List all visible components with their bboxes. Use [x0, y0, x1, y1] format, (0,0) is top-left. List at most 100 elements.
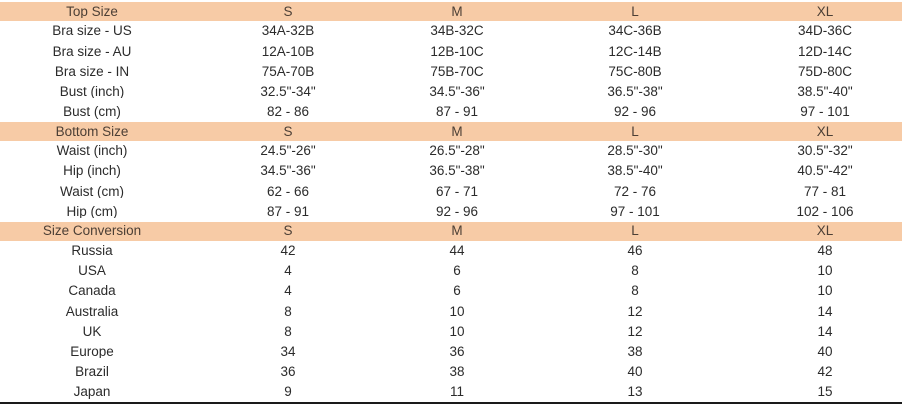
row-label: Europe	[70, 344, 114, 359]
column-header-l: L	[631, 224, 639, 238]
size-chart-table: Top Size S M L XL Bra size - US 34A-32B 34B-32C…	[0, 2, 902, 405]
column-header-m: M	[451, 224, 463, 238]
cell-value: 34B-32C	[430, 24, 484, 38]
cell-value: 92 - 96	[613, 105, 657, 119]
table-row: Canada 4 6 8 10	[0, 281, 902, 301]
row-label: UK	[82, 324, 102, 339]
cell-value: 48	[817, 244, 833, 258]
cell-value: 28.5"-30"	[607, 144, 663, 158]
row-label: Waist (cm)	[60, 184, 124, 199]
cell-value: 44	[449, 244, 465, 258]
cell-value: 36	[280, 365, 296, 379]
cell-value: 8	[284, 304, 292, 319]
cell-value: 8	[284, 324, 292, 339]
table-row: Bust (cm) 82 - 86 87 - 91 92 - 96 97 - 101	[0, 102, 902, 122]
cell-value: 8	[631, 284, 639, 298]
row-label: Bra size - AU	[52, 44, 132, 59]
cell-value: 10	[817, 284, 833, 298]
column-header-xl: XL	[816, 4, 834, 19]
cell-value: 14	[817, 304, 833, 319]
cell-value: 12A-10B	[261, 44, 315, 59]
cell-value: 102 - 106	[796, 204, 854, 219]
cell-value: 75B-70C	[430, 64, 484, 79]
table-row: Australia 8 10 12 14	[0, 301, 902, 321]
table-row: Japan 9 11 13 15	[0, 382, 902, 402]
cell-value: 38	[627, 344, 643, 359]
row-label: Japan	[73, 385, 111, 399]
cell-value: 12B-10C	[430, 44, 484, 59]
table-row: Bust (inch) 32.5"-34" 34.5"-36" 36.5"-38" 38…	[0, 82, 902, 102]
cell-value: 36	[449, 344, 465, 359]
row-label: Hip (cm)	[66, 204, 118, 219]
row-label: Russia	[71, 244, 113, 258]
cell-value: 75C-80B	[608, 64, 662, 79]
cell-value: 10	[449, 324, 465, 339]
cell-value: 4	[284, 264, 292, 278]
cell-value: 38.5"-40"	[797, 84, 853, 99]
cell-value: 36.5"-38"	[429, 164, 485, 178]
cell-value: 38	[449, 365, 465, 379]
cell-value: 34.5"-36"	[429, 84, 485, 99]
cell-value: 13	[627, 385, 643, 399]
cell-value: 4	[284, 284, 292, 298]
cell-value: 34.5"-36"	[260, 164, 316, 178]
column-header-m: M	[451, 124, 463, 139]
cell-value: 40	[817, 344, 833, 359]
column-header-xl: XL	[816, 124, 834, 139]
cell-value: 36.5"-38"	[607, 84, 663, 99]
section-header-row: Size Conversion S M L XL	[0, 221, 902, 241]
cell-value: 12D-14C	[797, 44, 853, 59]
section-title: Top Size	[66, 4, 118, 19]
column-header-xl: XL	[816, 224, 834, 238]
cell-value: 34D-36C	[797, 24, 853, 38]
table-row: Waist (inch) 24.5"-26" 26.5"-28" 28.5"-30" 3…	[0, 141, 902, 161]
column-header-s: S	[283, 4, 293, 19]
row-label: Australia	[65, 304, 119, 319]
table-row: Hip (inch) 34.5"-36" 36.5"-38" 38.5"-40" 40.…	[0, 161, 902, 181]
cell-value: 11	[449, 385, 464, 399]
cell-value: 9	[284, 385, 292, 399]
cell-value: 38.5"-40"	[607, 164, 663, 178]
row-label: Canada	[68, 284, 116, 298]
row-label: Hip (inch)	[63, 164, 121, 178]
row-label: Bra size - IN	[54, 64, 130, 79]
cell-value: 12C-14B	[608, 44, 662, 59]
row-label: Bra size - US	[52, 24, 132, 38]
cell-value: 34	[280, 344, 296, 359]
cell-value: 34A-32B	[261, 24, 315, 38]
table-row: Bra size - AU 12A-10B 12B-10C 12C-14B 12D-14…	[0, 41, 902, 61]
section-header-row: Bottom Size S M L XL	[0, 121, 902, 141]
cell-value: 42	[280, 244, 296, 258]
cell-value: 6	[453, 284, 461, 298]
cell-value: 40.5"-42"	[797, 164, 853, 178]
cell-value: 46	[627, 244, 643, 258]
row-label: USA	[78, 264, 106, 278]
table-row: Waist (cm) 62 - 66 67 - 71 72 - 76 77 - 81	[0, 181, 902, 201]
column-header-l: L	[631, 4, 639, 19]
cell-value: 10	[817, 264, 833, 278]
cell-value: 24.5"-26"	[260, 144, 316, 158]
row-label: Bust (inch)	[59, 84, 125, 99]
table-row: Brazil 36 38 40 42	[0, 362, 902, 382]
cell-value: 15	[817, 385, 833, 399]
table-row: USA 4 6 8 10	[0, 261, 902, 281]
cell-value: 97 - 101	[610, 204, 660, 219]
row-label: Bust (cm)	[63, 105, 121, 119]
column-header-s: S	[283, 124, 293, 139]
cell-value: 30.5"-32"	[797, 144, 853, 158]
table-row: Bra size - US 34A-32B 34B-32C 34C-36B 34D-36…	[0, 21, 902, 41]
cell-value: 92 - 96	[435, 204, 479, 219]
cell-value: 87 - 91	[266, 204, 310, 219]
cell-value: 34C-36B	[608, 24, 662, 38]
table-row: Europe 34 36 38 40	[0, 342, 902, 362]
cell-value: 14	[817, 324, 833, 339]
cell-value: 8	[631, 264, 639, 278]
section-title: Bottom Size	[55, 124, 129, 139]
cell-value: 67 - 71	[435, 184, 479, 199]
cell-value: 72 - 76	[613, 184, 657, 199]
cell-value: 6	[453, 264, 461, 278]
cell-value: 12	[627, 324, 643, 339]
cell-value: 40	[627, 365, 643, 379]
cell-value: 10	[449, 304, 465, 319]
cell-value: 97 - 101	[800, 105, 850, 119]
